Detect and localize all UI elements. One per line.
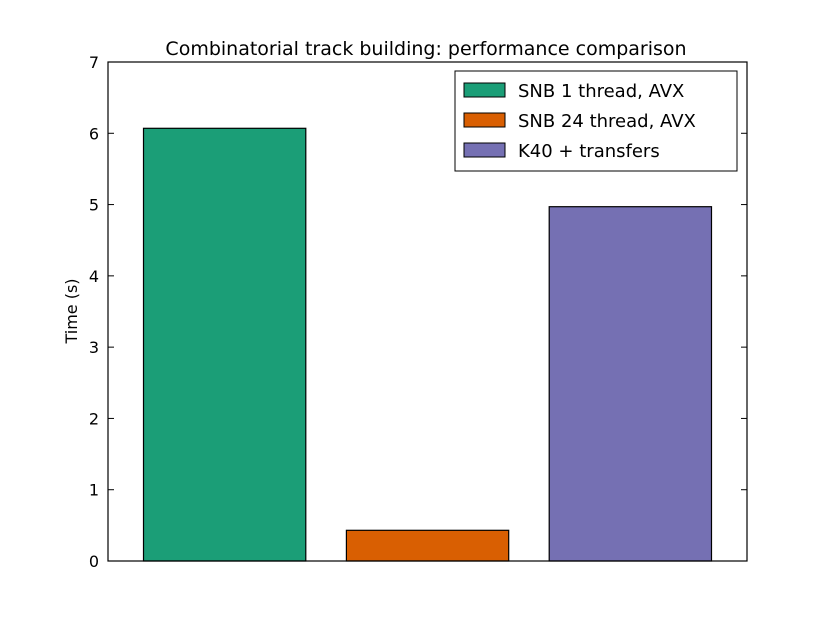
y-tick-label: 7 xyxy=(89,53,99,72)
legend-swatch xyxy=(463,82,506,98)
bar-3 xyxy=(548,206,713,562)
legend-swatch xyxy=(463,112,506,128)
bar-1 xyxy=(142,127,307,562)
y-tick-label: 4 xyxy=(89,267,99,286)
legend-swatch xyxy=(463,142,506,158)
legend-label: SNB 24 thread, AVX xyxy=(518,111,696,132)
y-axis: 0 1 2 3 4 5 6 7 xyxy=(89,53,747,571)
legend: SNB 1 thread, AVX SNB 24 thread, AVX K40 +… xyxy=(454,70,738,172)
y-tick-label: 0 xyxy=(89,552,99,571)
y-tick-label: 6 xyxy=(89,124,99,143)
y-tick-label: 5 xyxy=(89,196,99,215)
y-tick-label: 2 xyxy=(89,409,99,428)
chart-title: Combinatorial track building: performanc… xyxy=(165,38,686,60)
legend-label: K40 + transfers xyxy=(518,141,660,162)
y-tick-label: 1 xyxy=(89,481,99,500)
plot-frame xyxy=(107,61,748,562)
bars-group xyxy=(142,127,713,562)
bar-2 xyxy=(345,529,510,562)
y-tick-label: 3 xyxy=(89,338,99,357)
legend-label: SNB 1 thread, AVX xyxy=(518,81,684,102)
y-axis-label: Time (s) xyxy=(62,278,81,344)
